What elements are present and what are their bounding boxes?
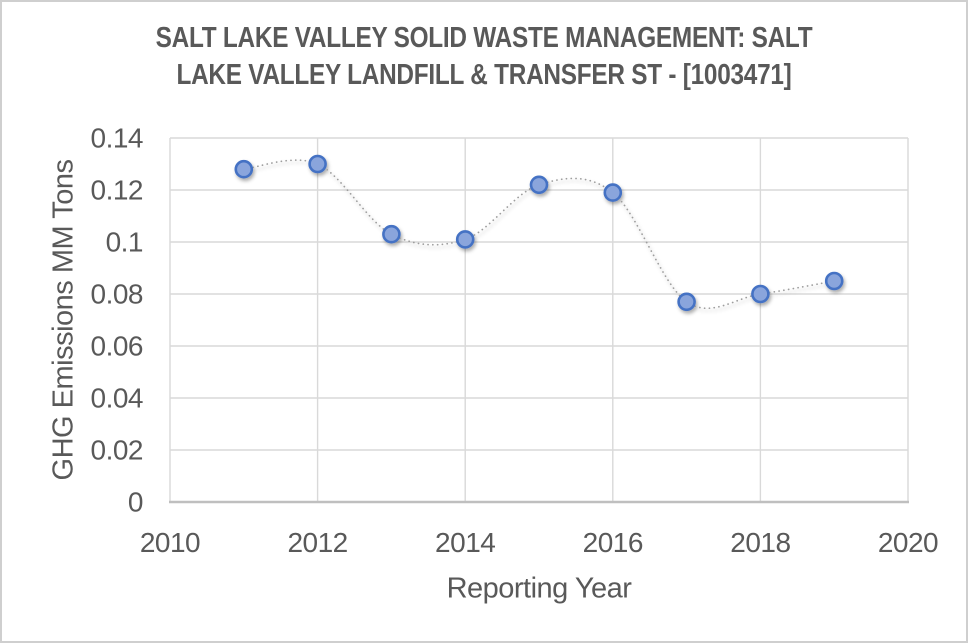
gridlines xyxy=(169,137,909,502)
x-tick-label-2012: 2012 xyxy=(287,527,347,558)
x-axis-title: Reporting Year xyxy=(446,572,632,605)
x-tick-label-2018: 2018 xyxy=(730,527,790,558)
data-point-2012[interactable] xyxy=(308,154,327,174)
y-tick-label-0.08: 0.08 xyxy=(91,279,144,310)
x-tick-label-2010: 2010 xyxy=(140,527,200,558)
data-point-2014[interactable] xyxy=(455,230,475,249)
x-tick-label-2020: 2020 xyxy=(878,527,938,558)
y-tick-label-0: 0 xyxy=(128,487,143,518)
x-tick-label-2014: 2014 xyxy=(435,527,495,558)
y-tick-label-0.02: 0.02 xyxy=(91,435,144,466)
data-point-2015[interactable] xyxy=(529,175,549,195)
data-point-2019[interactable] xyxy=(824,271,844,291)
y-tick-label-0.04: 0.04 xyxy=(91,383,144,414)
y-tick-label-0.06: 0.06 xyxy=(91,331,144,362)
data-point-2018[interactable] xyxy=(751,284,770,304)
chart-title-line-1: SALT LAKE VALLEY SOLID WASTE MANAGEMENT:… xyxy=(155,22,813,54)
chart-title-line-2: LAKE VALLEY LANDFILL & TRANSFER ST - [10… xyxy=(176,59,792,91)
data-point-2016[interactable] xyxy=(603,183,623,202)
chart-title: SALT LAKE VALLEY SOLID WASTE MANAGEMENT:… xyxy=(79,20,889,94)
y-tick-label-0.12: 0.12 xyxy=(91,175,144,206)
tick-labels: 0 0.02 0.04 0.06 0.08 0.1 0.12 0.14 2010 2012 2014… xyxy=(91,123,939,559)
data-point-2011[interactable] xyxy=(234,159,254,179)
x-tick-label-2016: 2016 xyxy=(583,527,643,558)
data-series xyxy=(234,154,844,312)
data-point-2013[interactable] xyxy=(382,224,401,244)
data-point-2017[interactable] xyxy=(677,292,696,312)
y-tick-label-0.1: 0.1 xyxy=(106,227,143,258)
y-tick-label-0.14: 0.14 xyxy=(91,123,144,154)
